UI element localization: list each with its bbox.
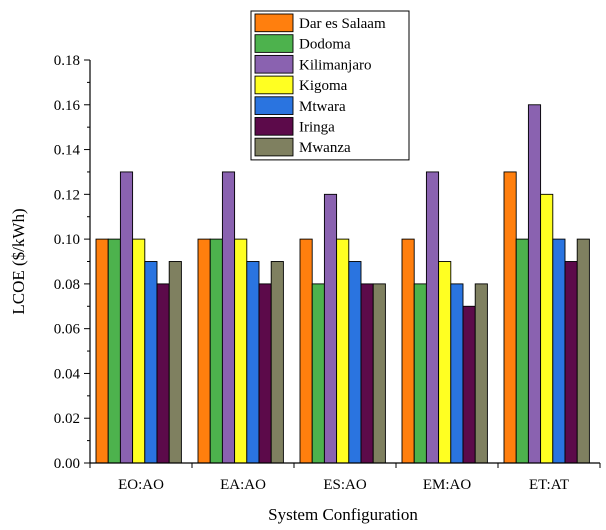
bar-eaao-mtwara: [246, 261, 260, 464]
legend-swatch-dodoma: [254, 34, 294, 53]
bar-eoao-dodoma: [107, 238, 121, 464]
legend: Dar es Salaam Dodoma Kilimanjaro Kigoma Mtwa…: [250, 10, 410, 161]
legend-swatch-kilimanjaro: [254, 54, 294, 74]
y-tick-label: 0.08: [54, 277, 80, 293]
bar-etat-mtwara: [552, 238, 566, 464]
bar-eaao-kigoma: [234, 238, 248, 464]
bar-eoao-dar-es-salaam: [95, 238, 109, 464]
legend-label: Dodoma: [299, 37, 351, 53]
bar-eaao-mwanza: [270, 261, 284, 464]
legend-label: Mwanza: [299, 140, 351, 156]
bar-eaao-iringa: [258, 283, 272, 464]
bar-esao-kigoma: [336, 238, 350, 464]
y-tick-label: 0.02: [54, 411, 80, 427]
legend-label: Dar es Salaam: [299, 16, 386, 32]
legend-swatch-iringa: [254, 117, 294, 136]
bar-eoao-mwanza: [168, 261, 182, 464]
bar-emao-mwanza: [474, 283, 488, 464]
legend-swatch-kigoma: [254, 75, 294, 95]
bar-etat-kigoma: [540, 193, 554, 464]
axes-layer: 0.00 0.02 0.04 0.06 0.08 0.10 0.12 0.14 0.16 0.18…: [9, 53, 601, 524]
legend-swatch-mwanza: [254, 137, 294, 157]
bars-layer: [95, 104, 590, 464]
y-axis-title: LCOE ($/kWh): [9, 208, 28, 314]
bar-eaao-dar-es-salaam: [197, 238, 211, 464]
legend-label: Kigoma: [299, 78, 348, 94]
x-tick-label: EO:AO: [118, 477, 164, 493]
bar-etat-iringa: [564, 261, 578, 464]
x-tick-label: EM:AO: [423, 477, 472, 493]
y-tick-label: 0.14: [54, 143, 81, 159]
bar-esao-mtwara: [348, 261, 362, 464]
bar-esao-iringa: [360, 283, 374, 464]
y-tick-label: 0.10: [54, 232, 80, 248]
bar-eoao-mtwara: [144, 261, 158, 464]
bar-eoao-kigoma: [132, 238, 146, 464]
bar-etat-dodoma: [515, 238, 529, 464]
bar-esao-dodoma: [311, 283, 325, 464]
y-tick-label: 0.12: [54, 187, 80, 203]
bar-eoao-kilimanjaro: [119, 171, 134, 464]
bar-etat-dar-es-salaam: [503, 171, 517, 464]
legend-label: Mtwara: [299, 99, 346, 115]
bar-eaao-kilimanjaro: [221, 171, 236, 464]
y-tick-label: 0.06: [54, 322, 81, 338]
x-tick-label: ES:AO: [323, 477, 367, 493]
bar-esao-dar-es-salaam: [299, 238, 313, 464]
x-tick-label: EA:AO: [220, 477, 266, 493]
legend-swatch-mtwara: [254, 96, 294, 115]
y-tick-label: 0.16: [54, 98, 81, 114]
legend-label: Iringa: [299, 120, 335, 136]
y-tick-label: 0.18: [54, 53, 80, 69]
bar-etat-kilimanjaro: [527, 104, 542, 464]
bar-etat-mwanza: [576, 238, 590, 464]
y-tick-label: 0.00: [54, 456, 80, 472]
bar-emao-kilimanjaro: [425, 171, 440, 464]
y-tick-label: 0.04: [54, 366, 81, 382]
x-tick-label: ET:AT: [529, 477, 569, 493]
bar-emao-dar-es-salaam: [401, 238, 415, 464]
bar-esao-kilimanjaro: [323, 193, 338, 464]
legend-label: Kilimanjaro: [299, 57, 371, 73]
bar-eaao-dodoma: [209, 238, 223, 464]
legend-swatch-dar-es-salaam: [254, 13, 294, 33]
x-axis-title: System Configuration: [268, 505, 418, 524]
bar-emao-iringa: [462, 305, 476, 464]
bar-emao-mtwara: [450, 283, 464, 464]
bar-emao-kigoma: [438, 261, 452, 464]
bar-eoao-iringa: [156, 283, 170, 464]
bar-emao-dodoma: [413, 283, 427, 464]
bar-esao-mwanza: [372, 283, 386, 464]
